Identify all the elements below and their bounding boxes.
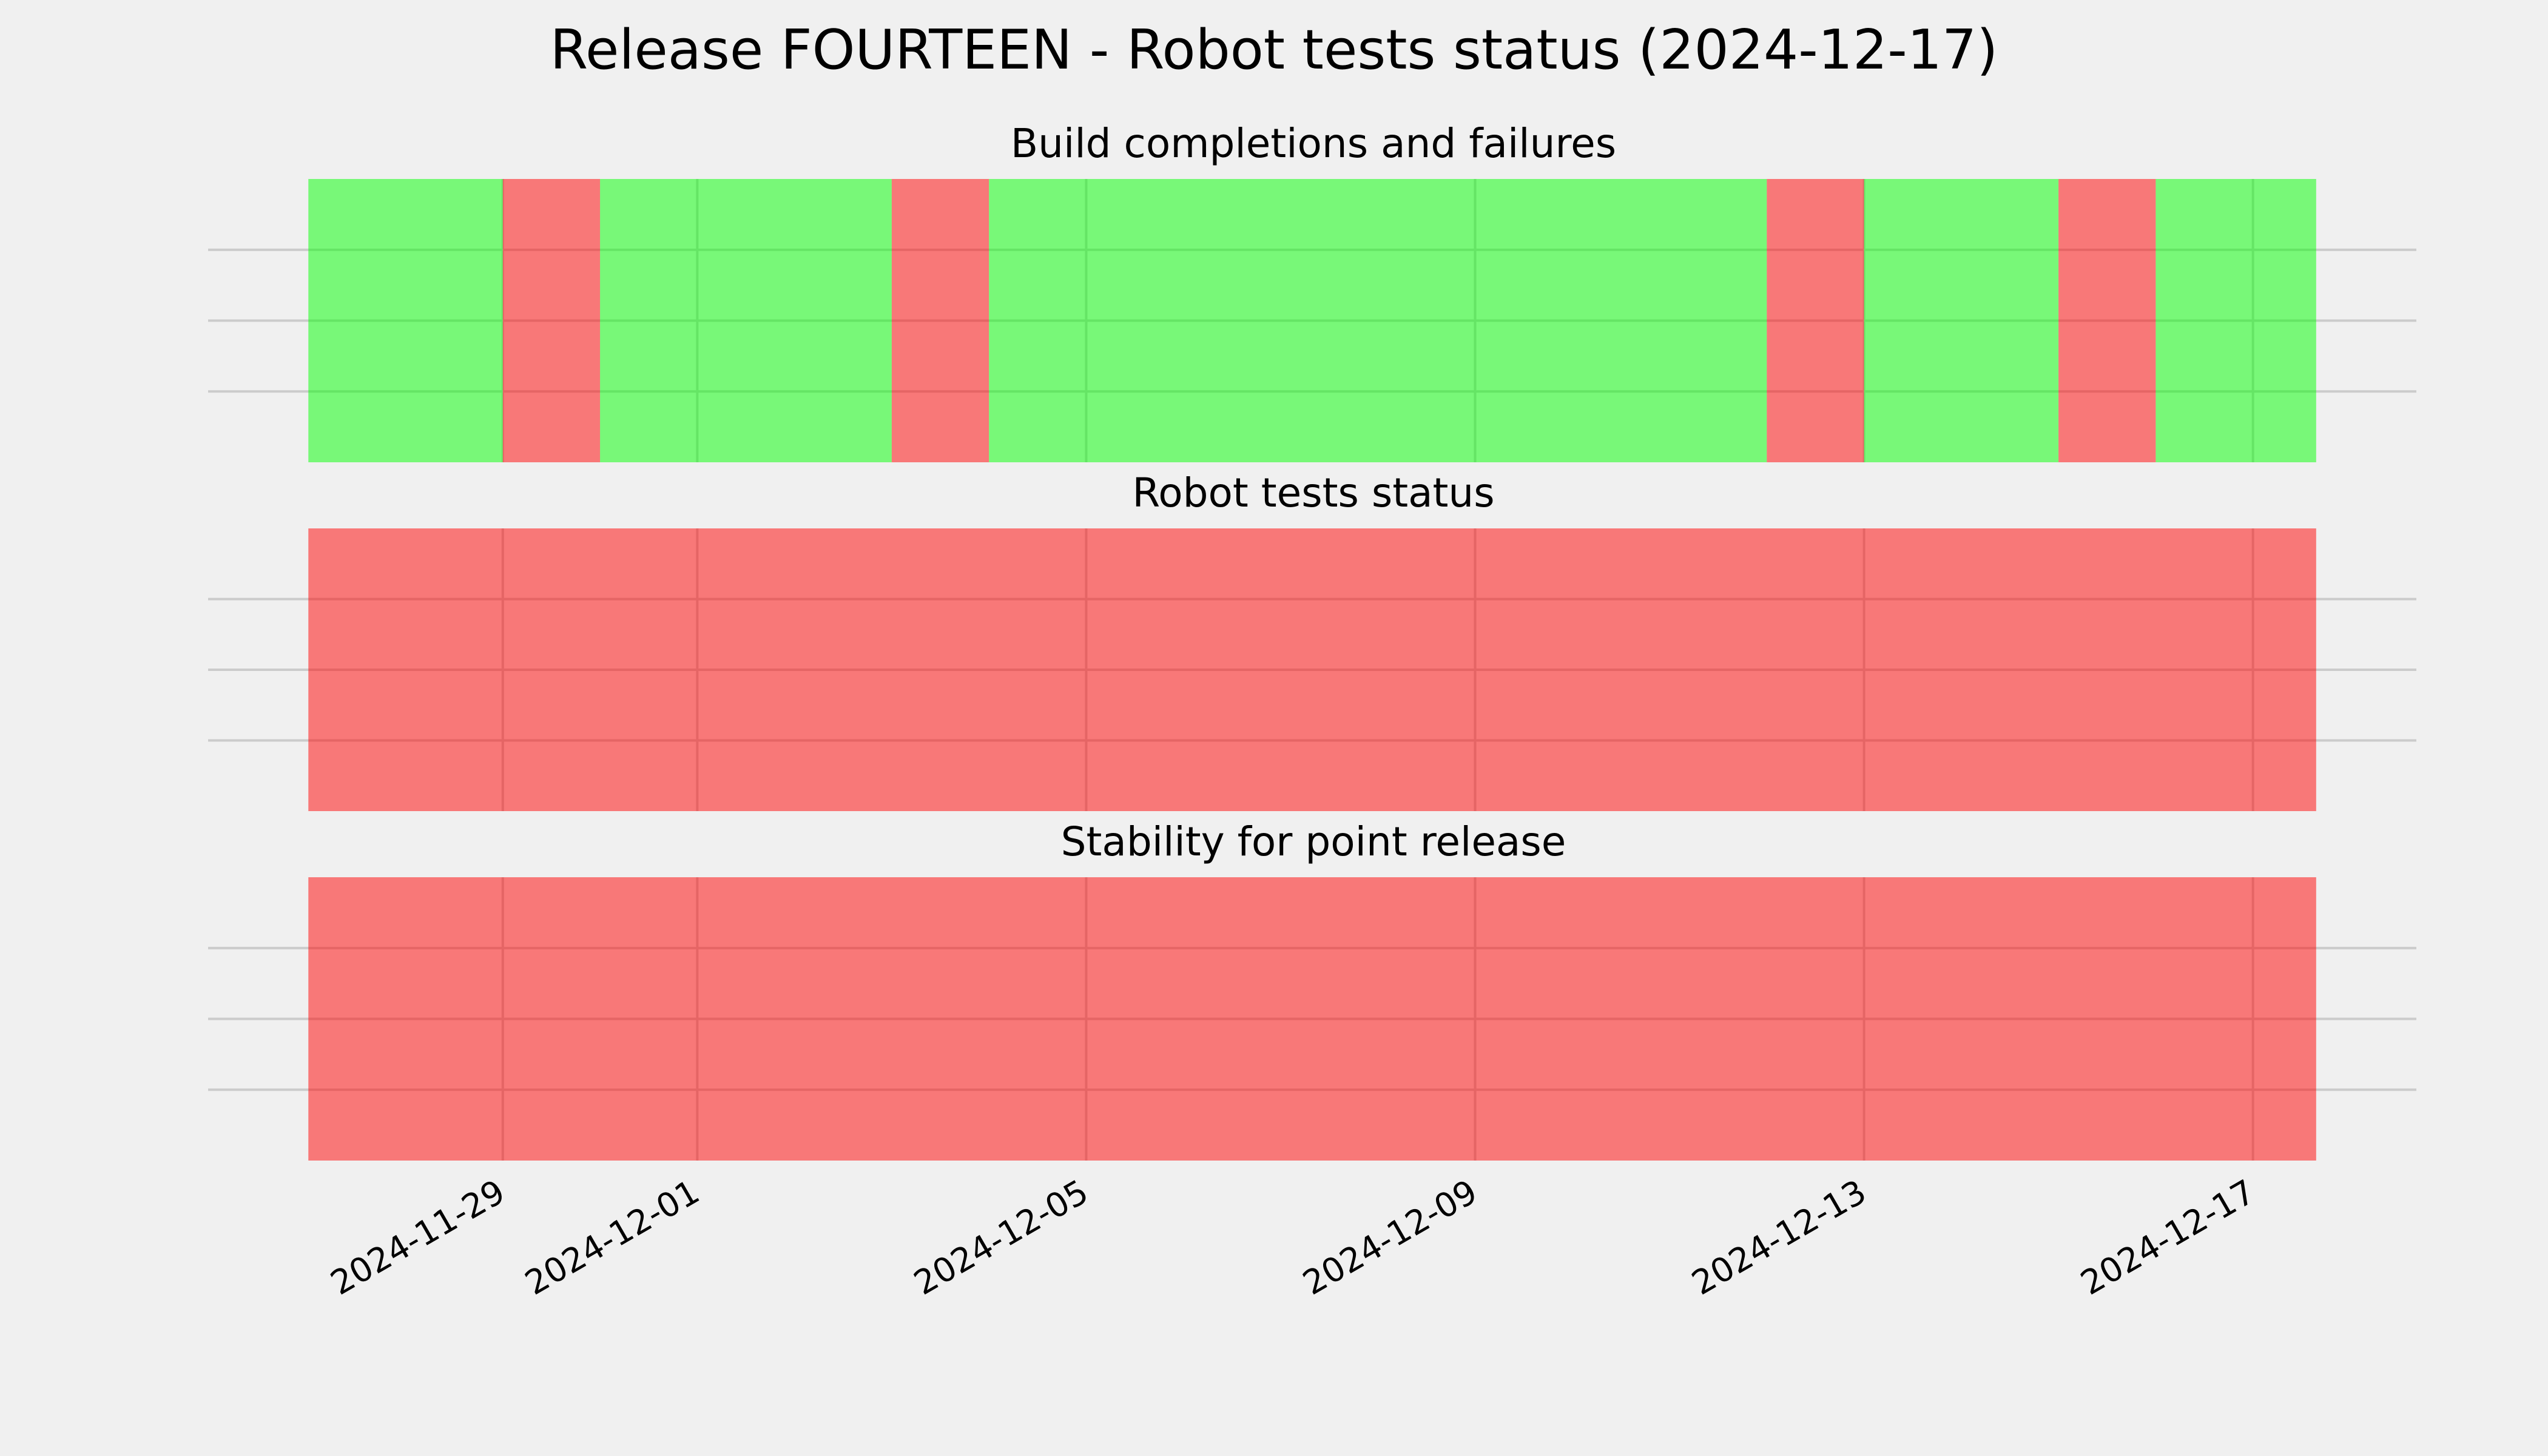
status-span xyxy=(600,179,892,462)
status-span xyxy=(308,528,2316,811)
chart-title: Release FOURTEEN - Robot tests status (2… xyxy=(550,18,1998,82)
panel-title: Stability for point release xyxy=(1061,818,1566,865)
status-span xyxy=(2155,179,2316,462)
status-span xyxy=(502,179,601,462)
status-span xyxy=(891,179,989,462)
status-span xyxy=(308,179,503,462)
panel-title: Build completions and failures xyxy=(1011,120,1616,167)
status-span xyxy=(308,877,2316,1161)
status-span xyxy=(1864,179,2059,462)
panel-title: Robot tests status xyxy=(1132,470,1494,516)
status-span xyxy=(989,179,1767,462)
status-span xyxy=(2058,179,2156,462)
status-span xyxy=(1767,179,1864,462)
